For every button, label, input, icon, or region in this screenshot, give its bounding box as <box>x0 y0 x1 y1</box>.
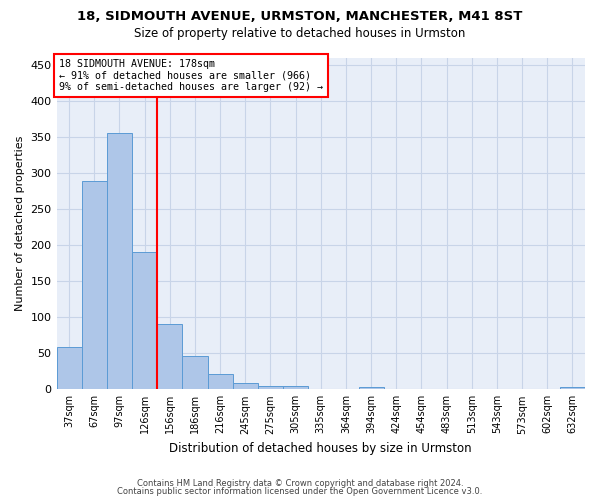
Bar <box>56 346 82 390</box>
Text: 18, SIDMOUTH AVENUE, URMSTON, MANCHESTER, M41 8ST: 18, SIDMOUTH AVENUE, URMSTON, MANCHESTER… <box>77 10 523 23</box>
Text: Contains public sector information licensed under the Open Government Licence v3: Contains public sector information licen… <box>118 487 482 496</box>
Bar <box>107 133 132 390</box>
Bar <box>82 181 107 390</box>
Bar <box>258 386 283 390</box>
Bar <box>182 356 208 390</box>
Bar <box>233 383 258 390</box>
Bar <box>157 324 182 390</box>
X-axis label: Distribution of detached houses by size in Urmston: Distribution of detached houses by size … <box>169 442 472 455</box>
Bar <box>132 252 157 390</box>
Bar <box>359 387 383 390</box>
Text: 18 SIDMOUTH AVENUE: 178sqm
← 91% of detached houses are smaller (966)
9% of semi: 18 SIDMOUTH AVENUE: 178sqm ← 91% of deta… <box>59 59 323 92</box>
Text: Contains HM Land Registry data © Crown copyright and database right 2024.: Contains HM Land Registry data © Crown c… <box>137 478 463 488</box>
Bar <box>560 387 585 390</box>
Y-axis label: Number of detached properties: Number of detached properties <box>15 136 25 311</box>
Text: Size of property relative to detached houses in Urmston: Size of property relative to detached ho… <box>134 28 466 40</box>
Bar <box>208 374 233 390</box>
Bar <box>283 386 308 390</box>
